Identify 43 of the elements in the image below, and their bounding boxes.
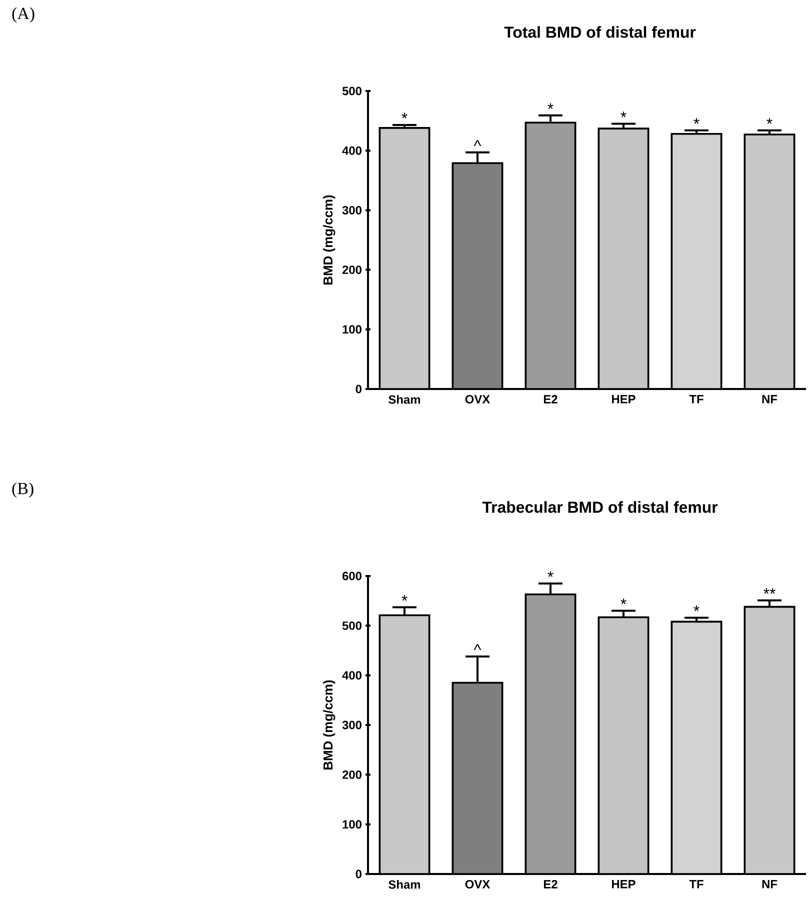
x-tick-label: NF [762,880,778,888]
y-axis-title: BMD (mg/ccm) [323,195,336,284]
annotation: ^ [474,644,482,650]
x-tick-label: HEP [612,880,636,888]
y-axis-title: BMD (mg/ccm) [323,680,336,770]
annotation: * [694,118,700,124]
annotation: * [402,112,408,118]
text: (A) [12,7,34,23]
x-tick-label: HEP [612,395,636,404]
text: (B) [12,482,34,498]
x-tick-label: OVX [465,395,490,404]
chart-title: Trabecular BMD of distal femur [482,501,718,513]
y-tick-label: 400 [342,146,362,155]
y-tick-label: 300 [342,720,362,730]
annotation: * [548,571,554,577]
x-tick-label: NF [762,395,778,404]
annotation: ** [764,588,776,594]
x-tick-label: OVX [465,880,490,888]
y-tick-label: 400 [342,671,362,680]
y-tick-label: 200 [342,266,362,274]
annotation: * [402,595,408,601]
annotation: * [766,118,772,124]
y-tick-label: 200 [342,770,362,779]
annotation: * [620,598,626,604]
y-tick-label: 600 [342,572,362,580]
y-tick-label: 0 [356,384,362,394]
annotation: * [548,103,554,109]
x-tick-label: Sham [388,880,420,889]
x-tick-label: TF [689,395,704,404]
x-tick-label: Sham [388,395,420,404]
y-tick-label: 0 [356,870,362,878]
annotation: ^ [474,140,482,146]
chart-title: Total BMD of distal femur [504,26,696,38]
annotation: * [694,606,700,612]
annotation: * [620,112,626,118]
y-tick-label: 100 [342,325,362,334]
x-tick-label: E2 [544,880,558,888]
y-tick-label: 100 [342,820,362,829]
x-tick-label: E2 [544,395,558,404]
x-tick-label: TF [689,880,704,888]
y-tick-label: 500 [342,86,362,96]
y-tick-label: 300 [342,206,362,214]
y-tick-label: 500 [342,621,362,630]
